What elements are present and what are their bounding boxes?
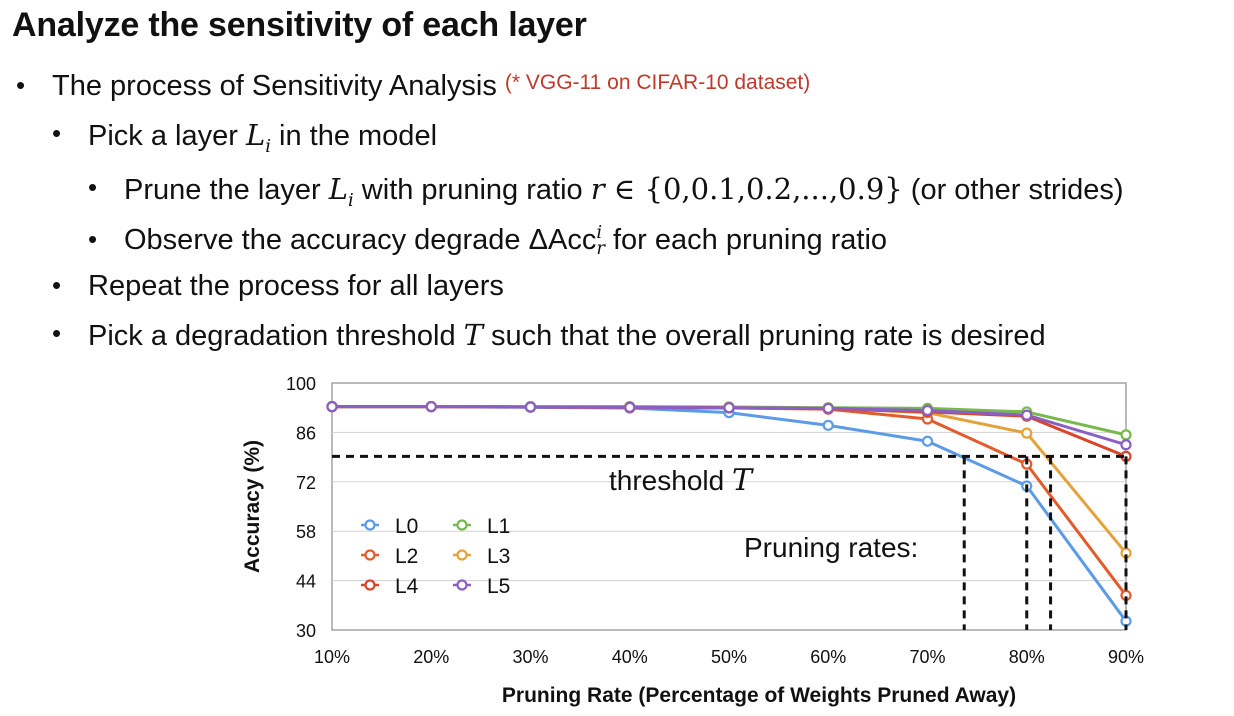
legend-marker-l4 (364, 579, 376, 591)
bullet-2-pre: Pick a layer (88, 120, 246, 152)
x-tick-label: 60% (810, 647, 846, 667)
bullet-6-pre: Pick a degradation threshold (88, 320, 464, 352)
x-tick-label: 90% (1108, 647, 1144, 667)
data-point-l5 (921, 404, 934, 417)
legend-marker-l5 (456, 579, 468, 591)
data-point-l5 (822, 402, 834, 415)
bullet-2: • Pick a layer Li in the model (52, 118, 438, 157)
data-point-l3 (1021, 427, 1033, 439)
legend-label-l5: L5 (487, 575, 510, 598)
legend-marker-l1 (456, 519, 468, 531)
data-point-l5 (326, 401, 338, 413)
data-point-l5 (425, 401, 437, 413)
y-tick-label: 44 (296, 572, 316, 592)
threshold-label: threshold T (609, 463, 754, 498)
pruning-rates-label: Pruning rates: (744, 532, 918, 563)
legend-marker-l2 (364, 549, 376, 561)
ratio-var: r (590, 172, 605, 206)
y-tick-label: 72 (296, 473, 316, 493)
x-tick-label: 10% (314, 647, 350, 667)
bullet-2-post: in the model (270, 120, 438, 152)
x-tick-label: 40% (612, 647, 648, 667)
series-line-l0 (332, 405, 1128, 623)
x-axis-title: Pruning Rate (Percentage of Weights Prun… (502, 684, 1016, 707)
layer-var: L (245, 118, 266, 152)
series-line-l2 (332, 405, 1128, 597)
x-tick-label: 80% (1009, 647, 1045, 667)
bullet-4-pre: Observe the accuracy degrade (124, 224, 529, 256)
legend-label-l0: L0 (395, 515, 418, 538)
bullet-3: • Prune the layer Li with pruning ratio … (88, 172, 1124, 211)
data-point-l5 (1021, 409, 1033, 421)
layer-index: i (348, 189, 354, 211)
data-point-l5 (1120, 439, 1132, 451)
plot-frame (331, 382, 1127, 631)
y-tick-label: 86 (296, 423, 316, 443)
layer-var: L (328, 172, 348, 206)
bullet-3-post: (or other strides) (902, 174, 1124, 206)
data-point-l0 (921, 435, 934, 447)
layer-index: i (265, 135, 271, 157)
legend-label-l3: L3 (487, 545, 510, 568)
bullet-3-mid: with pruning ratio (353, 174, 591, 206)
x-tick-label: 20% (413, 647, 449, 667)
data-point-l5 (624, 401, 636, 413)
data-point-l5 (723, 402, 735, 414)
bullet-6: • Pick a degradation threshold T such th… (52, 318, 1046, 352)
bullet-6-post: such that the overall pruning rate is de… (482, 320, 1046, 352)
legend-label-l4: L4 (395, 575, 419, 598)
legend-marker-l3 (456, 549, 468, 561)
delta-acc: ΔAcc (528, 224, 597, 256)
y-tick-label: 100 (286, 374, 316, 394)
bullet-1-text: The process of Sensitivity Analysis (52, 70, 497, 102)
bullet-1: • The process of Sensitivity Analysis (* … (16, 70, 811, 102)
x-tick-label: 50% (711, 647, 747, 667)
slide-title: Analyze the sensitivity of each layer (12, 6, 587, 44)
legend-marker-l0 (364, 519, 376, 531)
dataset-note: (* VGG-11 on CIFAR-10 dataset) (504, 71, 811, 94)
bullet-5-text: Repeat the process for all layers (88, 270, 504, 302)
threshold-symbol: T (732, 463, 754, 498)
threshold-var: T (463, 318, 483, 352)
data-point-l1 (1120, 429, 1132, 441)
bullet-4-post: for each pruning ratio (604, 224, 888, 256)
y-axis-title: Accuracy (%) (241, 440, 264, 573)
y-tick-label: 30 (296, 621, 316, 641)
delta-sub: r (596, 238, 605, 260)
bullet-3-pre: Prune the layer (124, 174, 329, 206)
data-point-l5 (524, 401, 537, 413)
y-tick-label: 58 (296, 522, 316, 542)
legend-label-l1: L1 (487, 515, 510, 538)
bullet-4: • Observe the accuracy degrade ΔAcc i r fo… (88, 222, 888, 260)
data-point-l0 (822, 419, 834, 431)
x-tick-label: 70% (909, 647, 945, 667)
ratio-set: ∈ {0,0.1,0.2,...,0.9} (604, 172, 903, 206)
bullet-5: • Repeat the process for all layers (52, 270, 504, 302)
x-tick-label: 30% (512, 647, 548, 667)
legend-label-l2: L2 (395, 545, 418, 568)
delta-sup: i (596, 222, 603, 244)
